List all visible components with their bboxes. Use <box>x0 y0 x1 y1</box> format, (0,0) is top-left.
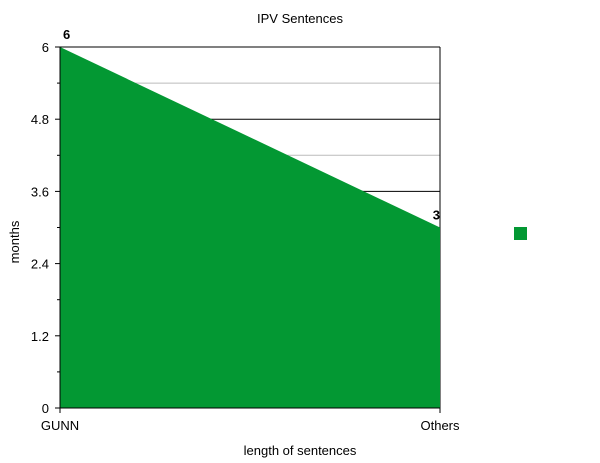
x-axis-label: length of sentences <box>244 443 357 458</box>
y-tick-label: 3.6 <box>31 184 49 199</box>
y-tick-label: 4.8 <box>31 112 49 127</box>
y-tick-label: 2.4 <box>31 257 49 272</box>
area-series <box>60 47 440 408</box>
y-axis-label: months <box>7 220 22 263</box>
x-tick-label: Others <box>420 418 460 433</box>
axes: 0 1.2 2.4 3.6 4.8 6 GUNN Others <box>31 40 460 433</box>
data-label: 6 <box>63 27 70 42</box>
data-label: 3 <box>433 208 440 223</box>
y-tick-label: 0 <box>42 401 49 416</box>
x-tick-label: GUNN <box>41 418 79 433</box>
legend-swatch <box>514 227 527 240</box>
area-layer <box>60 47 440 408</box>
labels: 63 <box>63 27 440 223</box>
y-tick-label: 1.2 <box>31 329 49 344</box>
chart-title: IPV Sentences <box>257 11 343 26</box>
y-tick-label: 6 <box>42 40 49 55</box>
